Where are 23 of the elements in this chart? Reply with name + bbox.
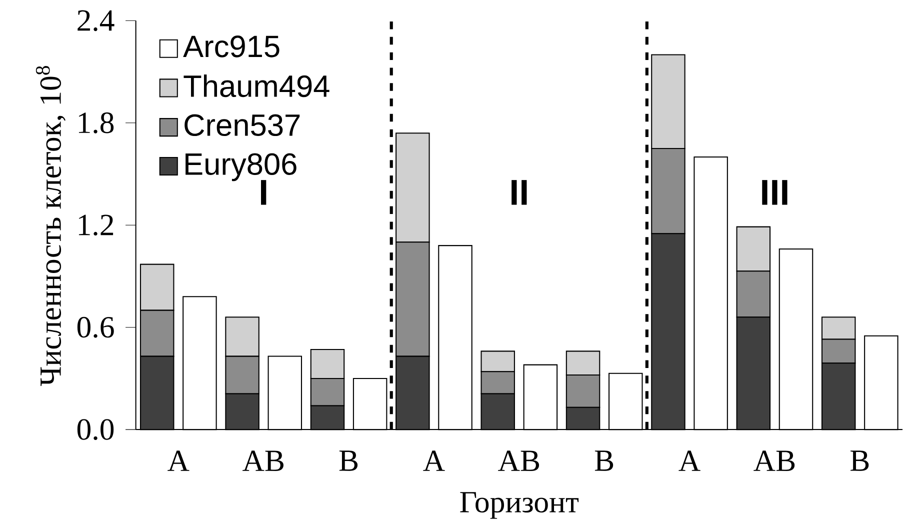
x-tick-label: B: [339, 450, 358, 471]
legend-label: Arc915: [183, 36, 280, 58]
y-tick-label: 1.8: [78, 112, 114, 134]
x-tick-label: A: [168, 450, 190, 471]
x-tick-label: AB: [754, 450, 795, 471]
annotation: III: [762, 180, 788, 205]
legend-label: Eury806: [186, 153, 296, 182]
x-tick-label: AB: [498, 450, 540, 471]
y-tick-label: 0.6: [77, 316, 114, 338]
y-tick-label: 0.0: [77, 419, 114, 440]
annotation: I: [261, 180, 266, 205]
annotation: II: [512, 180, 527, 205]
y-tick-label: 2.4: [78, 10, 114, 32]
x-tick-label: A: [423, 450, 445, 471]
legend-label: Cren537: [184, 114, 300, 136]
x-tick-label: A: [678, 450, 700, 471]
x-axis-title: Горизонт: [460, 492, 579, 519]
y-tick-label: 1.2: [78, 214, 114, 236]
x-tick-label: B: [594, 450, 614, 471]
y-axis-title: Численность клеток, 10$^{8}$: [36, 66, 66, 386]
x-tick-label: B: [850, 450, 869, 471]
legend-label: Thaum494: [184, 74, 330, 98]
x-tick-label: AB: [242, 450, 284, 471]
